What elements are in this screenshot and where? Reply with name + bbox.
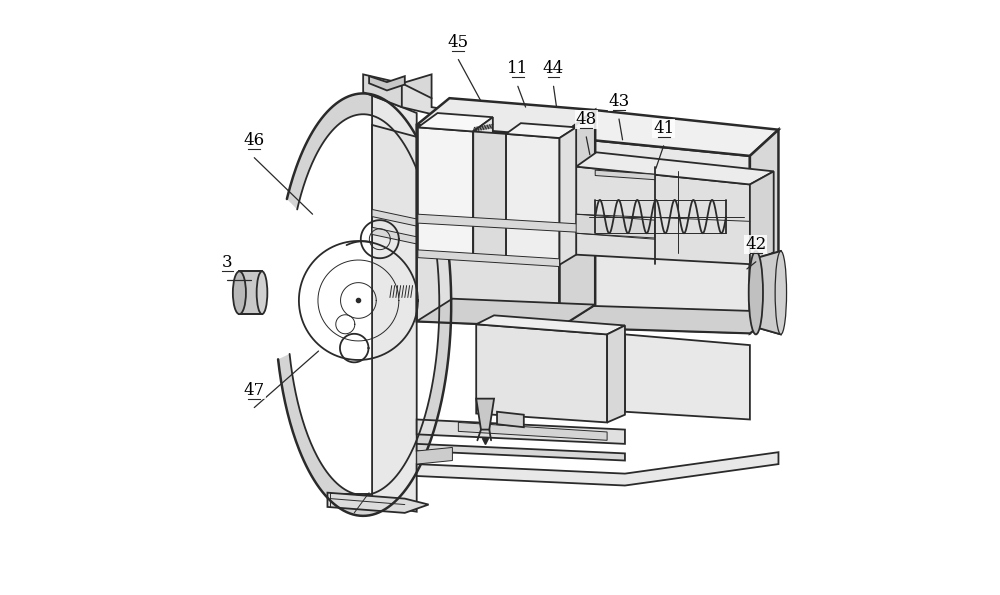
Polygon shape [363, 74, 432, 107]
Polygon shape [473, 117, 493, 258]
Polygon shape [559, 137, 750, 333]
Polygon shape [559, 110, 778, 156]
Text: 44: 44 [543, 60, 564, 77]
Polygon shape [372, 125, 417, 241]
Polygon shape [418, 113, 493, 131]
Polygon shape [607, 325, 625, 422]
Polygon shape [473, 131, 506, 262]
Polygon shape [559, 110, 595, 327]
Polygon shape [418, 127, 473, 258]
Text: 42: 42 [745, 236, 766, 253]
Ellipse shape [749, 251, 763, 334]
Polygon shape [418, 214, 595, 233]
Polygon shape [506, 123, 576, 138]
Polygon shape [476, 315, 625, 334]
Polygon shape [372, 209, 417, 226]
Polygon shape [417, 299, 595, 327]
Polygon shape [625, 334, 750, 419]
Text: 47: 47 [244, 381, 265, 399]
Polygon shape [576, 214, 655, 238]
Polygon shape [750, 171, 774, 264]
Polygon shape [595, 170, 655, 180]
Polygon shape [756, 251, 781, 334]
Ellipse shape [233, 271, 246, 314]
Polygon shape [417, 98, 595, 137]
Polygon shape [369, 76, 405, 90]
Ellipse shape [257, 271, 267, 314]
Polygon shape [417, 447, 452, 464]
Polygon shape [576, 167, 750, 264]
Polygon shape [278, 93, 451, 516]
Ellipse shape [775, 251, 787, 334]
Text: 41: 41 [653, 120, 674, 137]
Polygon shape [750, 130, 778, 333]
Polygon shape [372, 95, 417, 512]
Polygon shape [418, 250, 559, 267]
Text: 48: 48 [576, 111, 597, 128]
Polygon shape [506, 134, 559, 265]
Polygon shape [417, 444, 625, 461]
Polygon shape [497, 412, 524, 427]
Polygon shape [239, 271, 262, 314]
Polygon shape [417, 125, 559, 327]
Polygon shape [417, 452, 778, 486]
Polygon shape [476, 399, 494, 430]
Polygon shape [576, 152, 774, 184]
Text: 46: 46 [244, 131, 265, 149]
Polygon shape [559, 306, 778, 333]
Polygon shape [372, 96, 417, 505]
Text: 11: 11 [507, 60, 528, 77]
Polygon shape [476, 324, 607, 422]
Polygon shape [372, 227, 417, 244]
Text: 3: 3 [222, 253, 233, 271]
Polygon shape [327, 493, 429, 513]
Text: 45: 45 [448, 33, 469, 51]
Polygon shape [402, 83, 476, 119]
Polygon shape [458, 422, 607, 440]
Polygon shape [417, 419, 625, 444]
Polygon shape [559, 127, 576, 265]
Text: 43: 43 [608, 93, 630, 110]
